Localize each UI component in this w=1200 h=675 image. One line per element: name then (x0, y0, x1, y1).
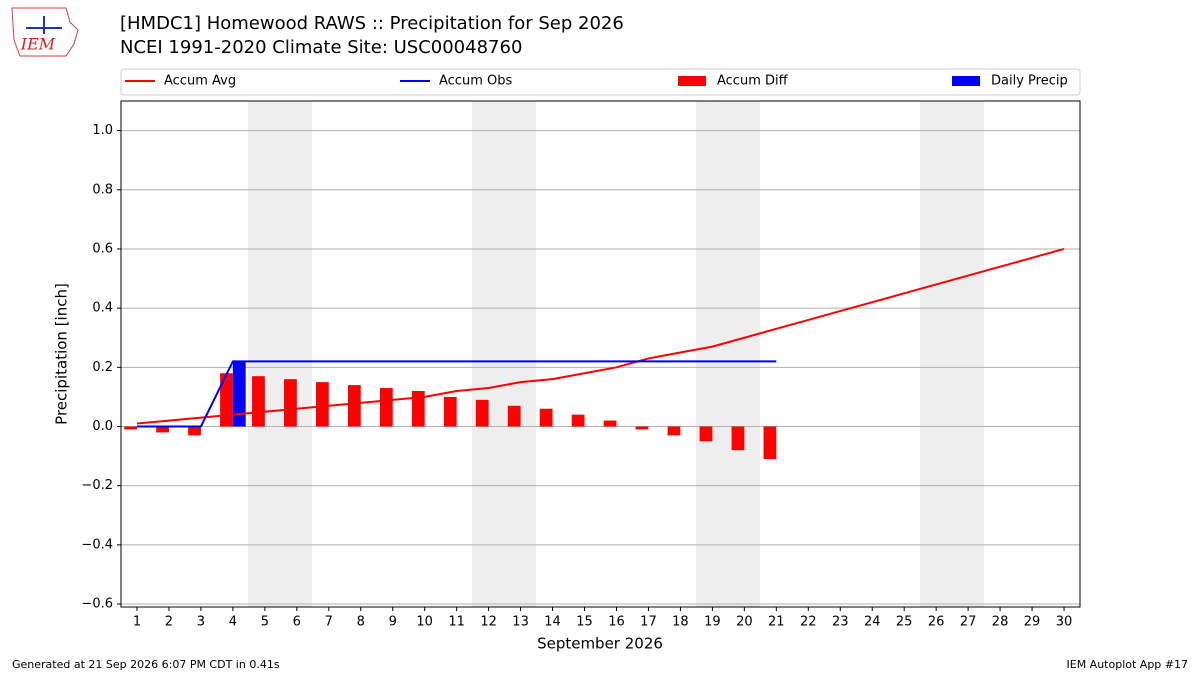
x-tick-label: 7 (325, 615, 333, 630)
x-tick-label: 2 (165, 615, 173, 630)
x-tick-label: 4 (229, 615, 237, 630)
x-tick-label: 11 (448, 615, 465, 630)
bar (284, 379, 297, 427)
footer-right: IEM Autoplot App #17 (1067, 658, 1189, 671)
bar (188, 426, 201, 436)
y-tick-label: 1.0 (92, 123, 113, 138)
x-tick-label: 19 (704, 615, 721, 630)
y-tick-label: −0.4 (81, 537, 113, 552)
bar (315, 382, 329, 427)
y-axis-label: Precipitation [inch] (53, 283, 71, 425)
x-tick-label: 10 (416, 615, 433, 630)
line (136, 360, 777, 428)
y-tick-label: 0.6 (92, 241, 113, 256)
x-tick-label: 23 (832, 615, 849, 630)
x-tick-label: 30 (1056, 615, 1073, 630)
x-tick-label: 18 (672, 615, 689, 630)
bar (252, 376, 265, 427)
bar (475, 399, 489, 427)
x-tick-label: 25 (896, 615, 913, 630)
bar (699, 426, 713, 442)
bar (507, 405, 521, 427)
bar (443, 396, 457, 427)
x-tick-label: 5 (261, 615, 269, 630)
bar (667, 426, 681, 436)
legend-label: Accum Avg (164, 74, 236, 89)
y-tick-label: 0.2 (92, 360, 113, 375)
legend-box (120, 68, 1081, 96)
bar (571, 414, 585, 427)
x-tick-label: 28 (992, 615, 1009, 630)
x-tick-label: 14 (544, 615, 561, 630)
x-tick-label: 8 (357, 615, 365, 630)
x-tick-label: 20 (736, 615, 753, 630)
y-tick-label: 0.8 (92, 182, 113, 197)
bar (124, 426, 137, 430)
x-tick-label: 13 (512, 615, 529, 630)
x-tick-label: 27 (960, 615, 977, 630)
bar (411, 390, 425, 427)
legend-label: Accum Diff (717, 74, 789, 89)
x-tick-label: 16 (608, 615, 625, 630)
line (136, 247, 1065, 425)
logo-text: IEM (20, 35, 56, 54)
bar (220, 373, 233, 427)
x-tick-label: 17 (640, 615, 657, 630)
chart-title: [HMDC1] Homewood RAWS :: Precipitation f… (120, 13, 624, 34)
legend-swatch (952, 76, 980, 86)
x-axis-label: September 2026 (537, 635, 663, 653)
x-tick-label: 15 (576, 615, 593, 630)
bar (156, 426, 169, 433)
x-tick-label: 6 (293, 615, 301, 630)
bar (347, 385, 361, 427)
legend-label: Accum Obs (439, 74, 512, 89)
y-tick-label: −0.6 (81, 597, 113, 612)
x-tick-label: 3 (197, 615, 205, 630)
legend-label: Daily Precip (991, 74, 1068, 89)
logo: IEM (11, 7, 79, 57)
bar (539, 408, 553, 427)
bar (379, 388, 393, 427)
bar (731, 426, 745, 451)
x-tick-label: 9 (389, 615, 397, 630)
bar (763, 426, 777, 460)
y-tick-label: 0.0 (92, 419, 113, 434)
bar (603, 420, 617, 427)
y-tick-label: 0.4 (92, 301, 113, 316)
bar (232, 361, 246, 427)
chart-subtitle: NCEI 1991-2020 Climate Site: USC00048760 (120, 37, 522, 58)
x-tick-label: 21 (768, 615, 785, 630)
x-tick-label: 12 (480, 615, 497, 630)
y-tick-label: −0.2 (81, 478, 113, 493)
bar (635, 426, 649, 430)
x-tick-label: 22 (800, 615, 817, 630)
plot-frame (120, 100, 1081, 608)
x-tick-label: 1 (133, 615, 141, 630)
legend-swatch (678, 76, 706, 86)
x-tick-label: 29 (1024, 615, 1041, 630)
weekend-shading (248, 101, 984, 607)
x-tick-label: 24 (864, 615, 881, 630)
footer-left: Generated at 21 Sep 2026 6:07 PM CDT in … (12, 658, 280, 671)
x-tick-label: 26 (928, 615, 945, 630)
